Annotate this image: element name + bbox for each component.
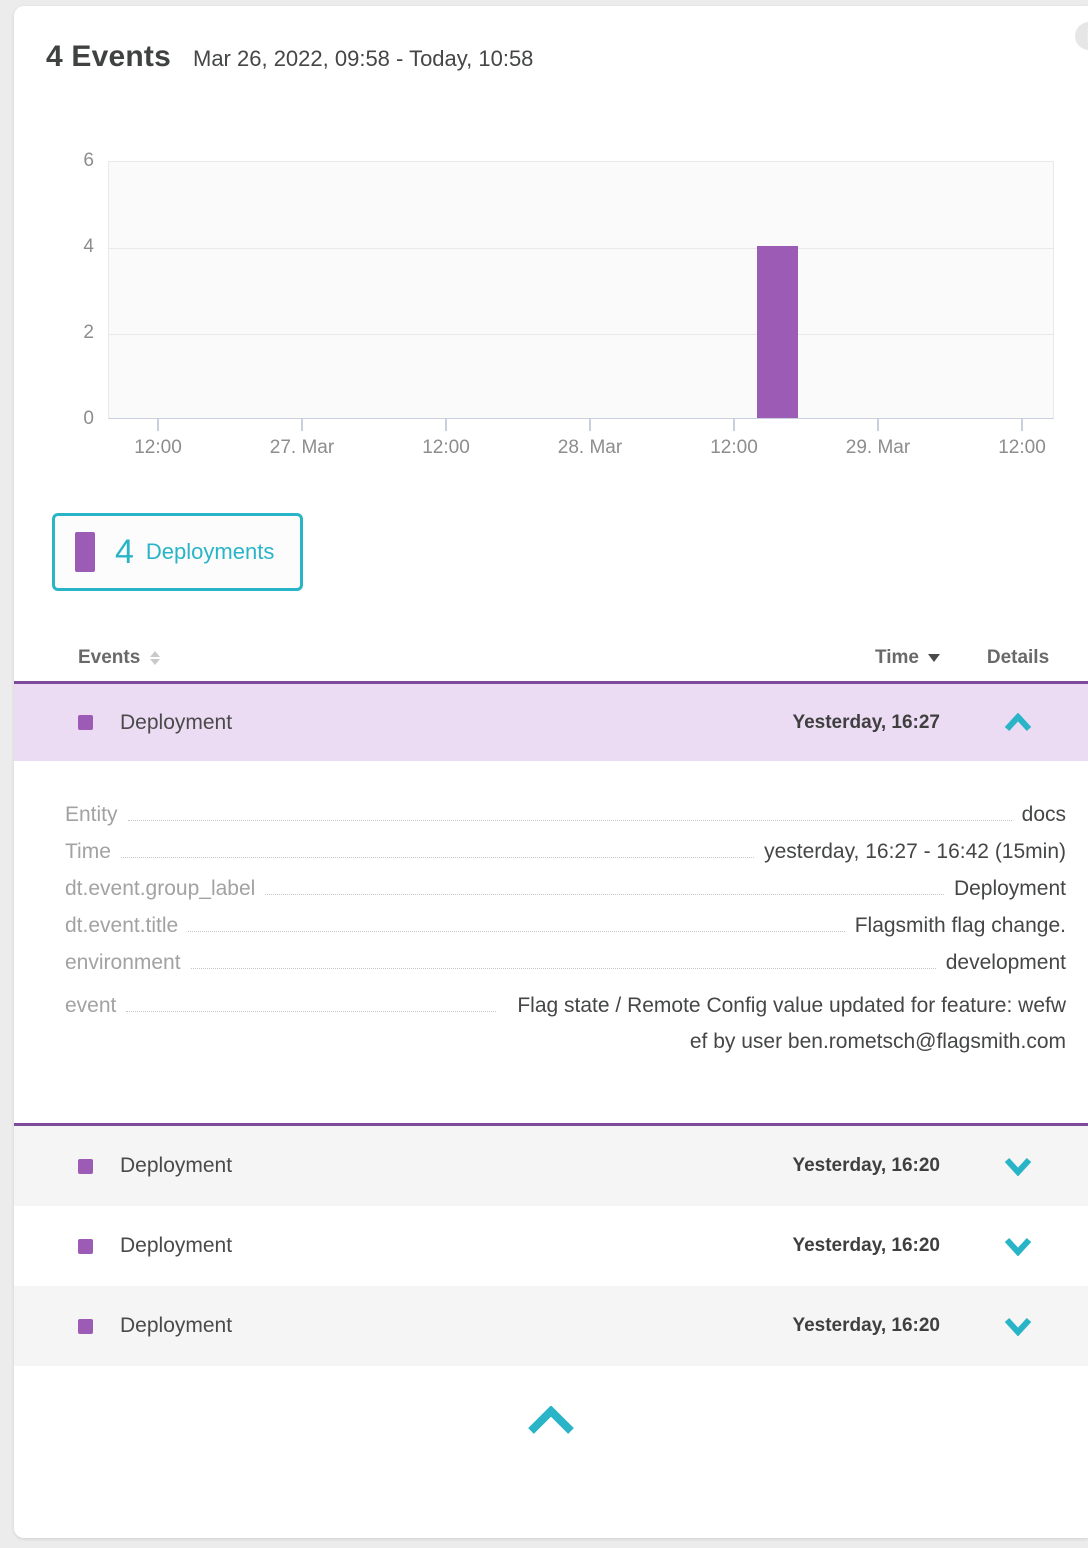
event-name: Deployment bbox=[120, 1314, 233, 1337]
x-axis-tickmark bbox=[445, 419, 447, 431]
deployments-label: Deployments bbox=[145, 539, 275, 564]
event-time: Yesterday, 16:20 bbox=[792, 1235, 940, 1256]
y-axis-tick: 2 bbox=[83, 322, 94, 343]
detail-row: dt.event.group_label Deployment bbox=[65, 877, 1066, 900]
chevron-up-icon[interactable] bbox=[1003, 713, 1033, 732]
sort-icon bbox=[150, 651, 161, 665]
x-axis-tickmark bbox=[301, 419, 303, 431]
event-time: Yesterday, 16:27 bbox=[792, 711, 940, 733]
table-row[interactable]: Deployment Yesterday, 16:27 bbox=[14, 681, 1088, 761]
table-row[interactable]: Deployment Yesterday, 16:20 bbox=[14, 1206, 1088, 1286]
legend-deployments-toggle[interactable]: 4 Deployments bbox=[52, 513, 304, 591]
dotted-leader bbox=[188, 931, 845, 932]
deployments-swatch bbox=[75, 532, 95, 572]
info-icon-glyph: i bbox=[1086, 26, 1088, 47]
dotted-leader bbox=[126, 1011, 496, 1012]
x-axis-tickmark bbox=[157, 419, 159, 431]
sort-desc-icon bbox=[928, 654, 940, 662]
events-panel: i 4 Events Mar 26, 2022, 09:58 - Today, … bbox=[14, 6, 1088, 1538]
x-axis-tick: 27. Mar bbox=[269, 437, 335, 458]
info-icon[interactable]: i bbox=[1075, 22, 1088, 50]
event-type-bullet bbox=[78, 1238, 93, 1254]
x-axis-tick: 12:00 bbox=[710, 437, 758, 458]
x-axis-tick: 29. Mar bbox=[845, 437, 911, 458]
event-name: Deployment bbox=[120, 1234, 233, 1257]
chevron-down-icon[interactable] bbox=[1003, 1157, 1033, 1176]
column-header-details: Details bbox=[986, 647, 1050, 668]
page-title: 4 Events bbox=[46, 40, 171, 73]
dotted-leader bbox=[120, 857, 755, 858]
gridline bbox=[109, 334, 1053, 335]
x-axis-tickmark bbox=[877, 419, 879, 431]
chevron-up-icon bbox=[528, 1406, 574, 1434]
detail-row: environment development bbox=[65, 951, 1066, 974]
y-axis-tick: 0 bbox=[83, 408, 94, 429]
event-details-panel: Entity docs Time yesterday, 16:27 - 16:4… bbox=[14, 761, 1088, 1126]
event-time: Yesterday, 16:20 bbox=[792, 1155, 940, 1176]
event-time: Yesterday, 16:20 bbox=[792, 1315, 940, 1336]
deployments-bar[interactable] bbox=[757, 246, 798, 418]
detail-row: Time yesterday, 16:27 - 16:42 (15min) bbox=[65, 840, 1066, 863]
timeframe-label: Mar 26, 2022, 09:58 - Today, 10:58 bbox=[193, 46, 534, 71]
event-type-bullet bbox=[78, 1158, 93, 1174]
dotted-leader bbox=[190, 968, 936, 969]
chevron-down-icon[interactable] bbox=[1003, 1317, 1033, 1336]
event-type-bullet bbox=[78, 715, 93, 730]
detail-row: Entity docs bbox=[65, 803, 1066, 826]
table-row[interactable]: Deployment Yesterday, 16:20 bbox=[14, 1126, 1088, 1206]
event-type-bullet bbox=[78, 1318, 93, 1334]
event-name: Deployment bbox=[120, 1154, 233, 1177]
events-chart: 6 4 2 0 12:00 27. Mar 12:00 28. Mar 12:0… bbox=[14, 150, 1088, 473]
dotted-leader bbox=[265, 894, 944, 895]
x-axis-tickmark bbox=[733, 419, 735, 431]
x-axis-tick: 12:00 bbox=[422, 437, 470, 458]
dotted-leader bbox=[127, 820, 1012, 821]
x-axis-tick: 28. Mar bbox=[557, 437, 623, 458]
x-axis-tickmark bbox=[589, 419, 591, 431]
table-header-row: Events Time Details bbox=[14, 635, 1088, 681]
column-header-time[interactable]: Time bbox=[738, 647, 948, 669]
events-table: Events Time Details Deployment Yesterday… bbox=[14, 635, 1088, 1366]
detail-row: dt.event.title Flagsmith flag change. bbox=[65, 914, 1066, 937]
panel-header: 4 Events Mar 26, 2022, 09:58 - Today, 10… bbox=[14, 6, 1088, 74]
y-axis-tick: 4 bbox=[83, 236, 94, 257]
column-header-events[interactable]: Events bbox=[14, 647, 738, 669]
chart-plot-area[interactable] bbox=[108, 161, 1054, 419]
table-row[interactable]: Deployment Yesterday, 16:20 bbox=[14, 1286, 1088, 1366]
x-axis-tickmark bbox=[1021, 419, 1023, 431]
y-axis-tick: 6 bbox=[83, 150, 94, 171]
detail-row: event Flag state / Remote Config value u… bbox=[65, 994, 1066, 1053]
event-name: Deployment bbox=[120, 710, 233, 734]
x-axis-tick: 12:00 bbox=[998, 437, 1046, 458]
x-axis-tick: 12:00 bbox=[134, 437, 182, 458]
deployments-count: 4 bbox=[115, 532, 134, 571]
collapse-table-button[interactable] bbox=[525, 1406, 577, 1436]
gridline bbox=[109, 248, 1053, 249]
chevron-down-icon[interactable] bbox=[1003, 1237, 1033, 1256]
